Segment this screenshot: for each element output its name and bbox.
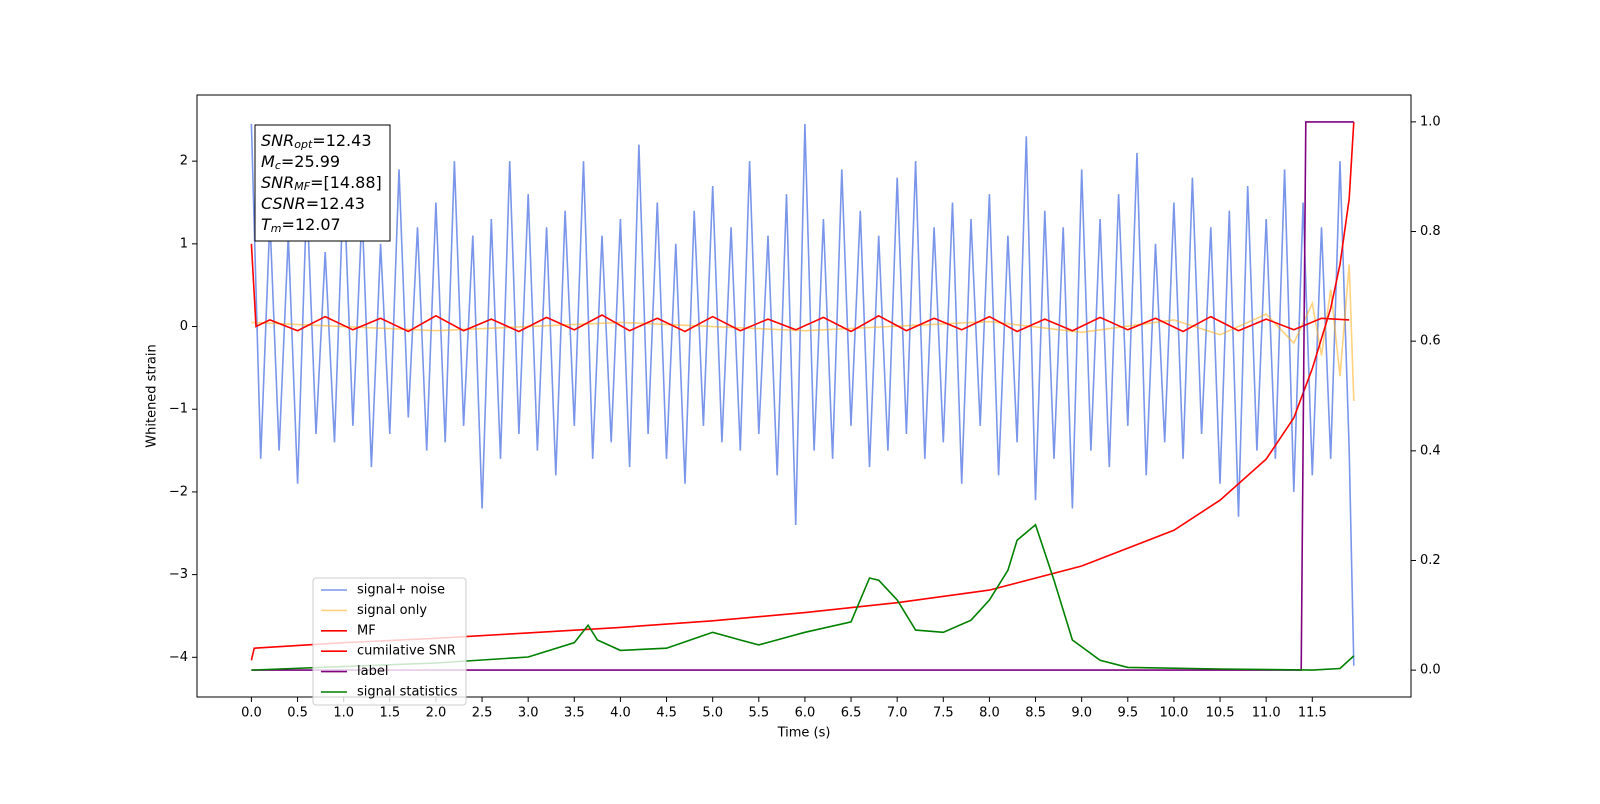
legend-box [312, 577, 467, 706]
annotation-symbol: T [261, 215, 272, 234]
y-tick-label: 1 [180, 236, 188, 251]
annotation-value: =25.99 [281, 152, 340, 171]
annotation-line: SNRMF=[14.88] [261, 173, 382, 194]
series-line [251, 264, 1355, 402]
y-tick-label: −4 [169, 650, 188, 665]
x-tick-label: 10.0 [1159, 706, 1188, 721]
x-tick-label: 8.0 [979, 706, 1000, 721]
legend-label: signal+ noise [357, 583, 445, 598]
x-tick-label: 8.5 [1025, 706, 1046, 721]
legend-label: signal statistics [357, 685, 458, 700]
series-line [250, 243, 1350, 333]
y2-tick-label: 0.8 [1420, 224, 1441, 239]
y2-tick-label: 1.0 [1420, 114, 1441, 129]
x-tick-label: 3.5 [564, 706, 585, 721]
y2-tick-label: 0.2 [1420, 553, 1441, 568]
x-tick-label: 5.0 [702, 706, 723, 721]
x-tick-label: 4.0 [610, 706, 631, 721]
y2-tick-label: 0.4 [1420, 443, 1441, 458]
x-tick-label: 11.0 [1252, 706, 1281, 721]
y2-tick-label: 0.0 [1420, 663, 1441, 678]
y-tick-label: −3 [169, 567, 188, 582]
annotation-symbol: M [261, 152, 275, 171]
annotation-box [254, 124, 391, 242]
x-tick-label: 9.0 [1071, 706, 1092, 721]
x-tick-label: 4.5 [656, 706, 677, 721]
legend-label: label [357, 664, 388, 679]
annotation-line: Tm=12.07 [261, 215, 341, 236]
legend-label: MF [357, 623, 376, 638]
plot-frame [196, 94, 1412, 698]
y-tick-label: 2 [180, 154, 188, 169]
x-tick-label: 6.5 [841, 706, 862, 721]
annotation-value: =12.43 [312, 131, 371, 150]
x-tick-label: 9.5 [1117, 706, 1138, 721]
annotation-value: =12.07 [282, 215, 341, 234]
y-axis-label: Whitened strain [145, 344, 160, 447]
legend-label: signal only [357, 603, 427, 618]
x-tick-label: 3.0 [518, 706, 539, 721]
annotation-line: Mc=25.99 [261, 152, 340, 173]
annotation-symbol: SNR [261, 131, 294, 150]
series-line [251, 121, 1354, 671]
y-tick-label: −1 [169, 402, 188, 417]
x-axis-label: Time (s) [777, 726, 831, 741]
annotation-value: =[14.88] [310, 173, 382, 192]
annotation-line: CSNR=12.43 [261, 194, 365, 213]
annotation: SNRopt=12.43Mc=25.99SNRMF=[14.88]CSNR=12… [254, 124, 391, 242]
x-tick-label: 0.0 [241, 706, 262, 721]
series-line [251, 523, 1355, 671]
x-tick-label: 11.5 [1298, 706, 1327, 721]
annotation-value: =12.43 [306, 194, 365, 213]
annotation-subscript: opt [294, 138, 313, 151]
x-tick-label: 2.5 [472, 706, 493, 721]
y-tick-label: 0 [180, 319, 188, 334]
x-tick-label: 1.0 [333, 706, 354, 721]
annotation-symbol: SNR [261, 173, 294, 192]
x-tick-label: 10.5 [1206, 706, 1235, 721]
x-tick-label: 7.5 [933, 706, 954, 721]
x-tick-label: 0.5 [287, 706, 308, 721]
y2-tick-label: 0.6 [1420, 334, 1441, 349]
annotation-subscript: MF [294, 180, 310, 193]
x-tick-label: 5.5 [748, 706, 769, 721]
annotation-line: SNRopt=12.43 [261, 131, 372, 152]
legend: signal+ noise signal only MF cumilative SNR… [312, 577, 467, 706]
annotation-subscript: m [271, 222, 282, 235]
x-tick-label: 7.0 [887, 706, 908, 721]
series-line [250, 123, 1355, 666]
y-tick-label: −2 [169, 484, 188, 499]
x-tick-label: 2.0 [426, 706, 447, 721]
x-tick-label: 1.5 [379, 706, 400, 721]
x-tick-label: 6.0 [795, 706, 816, 721]
annotation-symbol: CSNR [261, 194, 306, 213]
annotation-subscript: c [275, 159, 281, 172]
legend-label: cumilative SNR [357, 644, 456, 659]
